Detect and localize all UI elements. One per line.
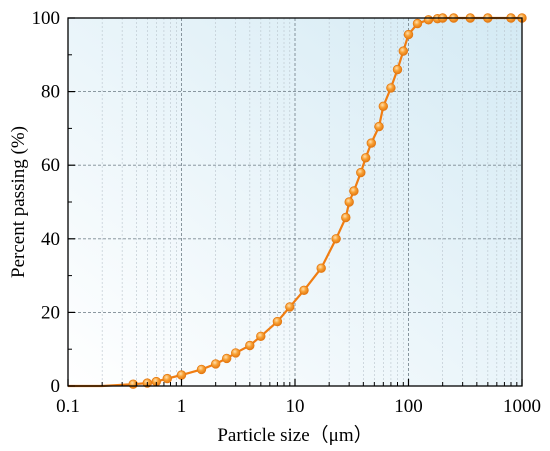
data-point: [349, 186, 359, 196]
data-point: [374, 121, 384, 132]
data-point: [230, 348, 241, 358]
ticks: [67, 17, 523, 387]
data-point: [341, 212, 351, 223]
y-tick-label: 0: [51, 376, 61, 397]
data-point: [245, 340, 255, 351]
y-tick-label: 80: [41, 82, 60, 103]
data-point: [412, 18, 423, 29]
data-point: [403, 29, 414, 40]
x-axis-title: Particle size（μm）: [217, 424, 372, 446]
x-tick-labels: 0.1 1 10 100 1000: [56, 396, 541, 417]
y-tick-labels: 0 20 40 60 80 100: [32, 8, 61, 397]
data-point: [176, 370, 187, 380]
data-point: [423, 15, 434, 25]
data-point: [331, 234, 341, 244]
x-tick-label: 0.1: [56, 396, 80, 417]
data-point: [221, 353, 232, 364]
major-grid: [68, 18, 522, 386]
x-tick-label: 10: [286, 396, 305, 417]
data-point: [356, 167, 366, 178]
data-point: [398, 46, 409, 56]
minor-grid: [101, 18, 518, 386]
y-tick-label: 100: [32, 8, 61, 29]
data-point: [272, 316, 283, 327]
data-point: [162, 373, 173, 384]
data-point: [386, 83, 396, 93]
y-axis-title: Percent passing (%): [8, 126, 29, 278]
x-tick-label: 1: [177, 396, 187, 417]
data-point: [316, 263, 326, 273]
data-point: [366, 138, 377, 148]
data-point: [196, 364, 207, 375]
data-point: [299, 285, 309, 296]
data-point: [210, 359, 221, 369]
data-point: [344, 197, 354, 207]
y-tick-label: 40: [41, 229, 60, 250]
x-tick-label: 1000: [503, 396, 541, 417]
y-tick-label: 20: [41, 302, 60, 323]
data-point: [256, 331, 266, 342]
data-point: [392, 64, 403, 75]
x-tick-label: 100: [394, 396, 423, 417]
y-tick-label: 60: [41, 155, 60, 176]
data-point: [285, 302, 295, 312]
data-point: [378, 101, 389, 112]
data-point: [361, 153, 371, 163]
